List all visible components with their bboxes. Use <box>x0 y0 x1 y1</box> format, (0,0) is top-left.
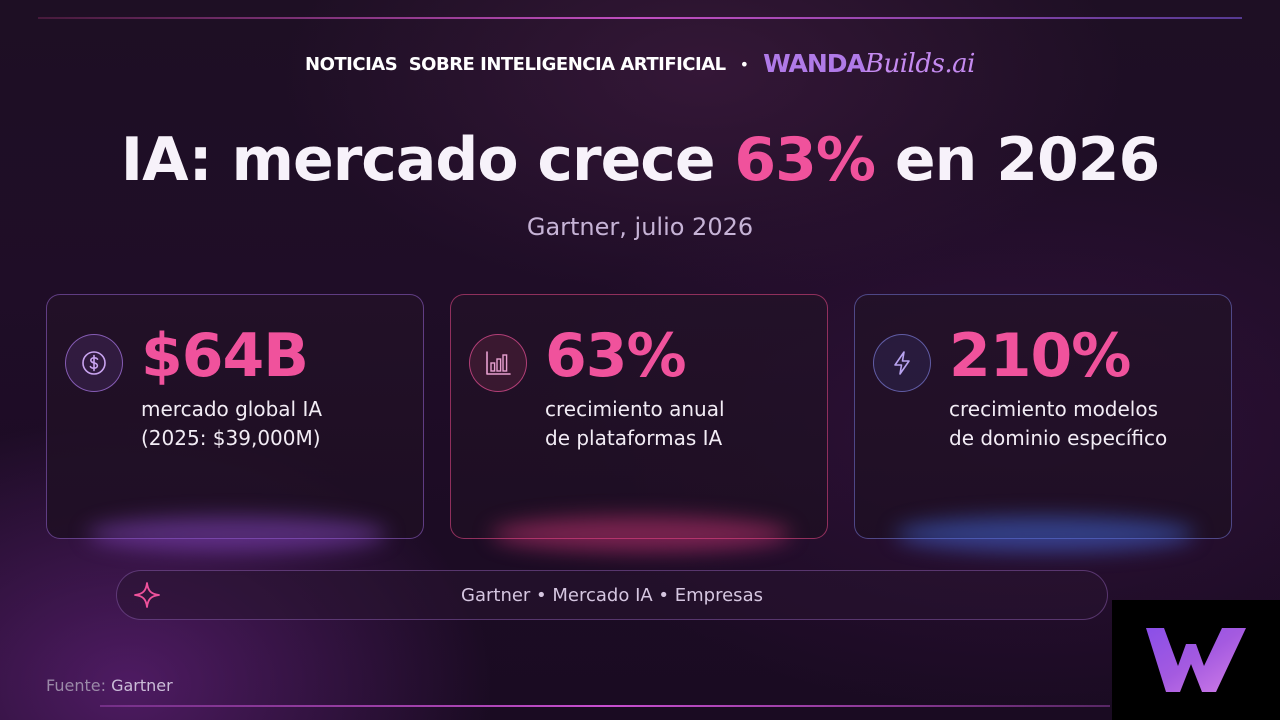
source-credit: Fuente: Gartner <box>46 676 173 695</box>
stat-card-growth: 63% crecimiento anual de plataformas IA <box>450 294 828 552</box>
source-label: Fuente: <box>46 676 106 695</box>
top-divider <box>38 17 1242 19</box>
title-suffix: en 2026 <box>875 125 1160 195</box>
stat-description-line2: (2025: $39,000M) <box>141 426 321 450</box>
stat-description: mercado global IA (2025: $39,000M) <box>141 395 411 453</box>
card-glow <box>895 516 1195 552</box>
w-logo-icon <box>1112 600 1280 720</box>
brand-logo: WANDA Builds.ai <box>763 49 975 79</box>
stat-value: $64B <box>141 321 309 391</box>
stat-description: crecimiento modelos de dominio específic… <box>949 395 1219 453</box>
tags-bar: Gartner • Mercado IA • Empresas <box>116 570 1108 620</box>
stat-description: crecimiento anual de plataformas IA <box>545 395 815 453</box>
card-glow <box>491 516 791 552</box>
stat-description-line2: de plataformas IA <box>545 426 723 450</box>
header-title: NOTICIAS SOBRE INTELIGENCIA ARTIFICIAL <box>305 53 726 75</box>
page-title: IA: mercado crece 63% en 2026 <box>0 125 1280 195</box>
stat-description-line1: crecimiento anual <box>545 397 725 421</box>
title-accent: 63% <box>734 125 876 195</box>
brand-wanda: WANDA <box>763 49 866 78</box>
header-separator: • <box>739 54 750 74</box>
stat-description-line1: crecimiento modelos <box>949 397 1159 421</box>
sparkle-icon <box>133 581 161 609</box>
brand-builds: Builds.ai <box>864 49 976 79</box>
tags-text: Gartner • Mercado IA • Empresas <box>461 584 763 606</box>
source-name: Gartner <box>111 676 173 695</box>
stat-description-line2: de dominio específico <box>949 426 1168 450</box>
page-subtitle: Gartner, julio 2026 <box>526 213 754 241</box>
header: NOTICIAS SOBRE INTELIGENCIA ARTIFICIAL •… <box>0 44 1280 84</box>
dollar-icon <box>65 334 123 392</box>
stat-card-domain-models: 210% crecimiento modelos de dominio espe… <box>854 294 1232 552</box>
stat-value: 210% <box>949 321 1131 391</box>
lightning-icon <box>873 334 931 392</box>
title-prefix: IA: mercado crece <box>120 125 735 195</box>
stat-card-market: $64B mercado global IA (2025: $39,000M) <box>46 294 424 552</box>
stat-description-line1: mercado global IA <box>141 397 323 421</box>
card-glow <box>87 516 387 552</box>
stat-value: 63% <box>545 321 687 391</box>
bottom-divider <box>100 705 1110 707</box>
bar-chart-icon <box>469 334 527 392</box>
